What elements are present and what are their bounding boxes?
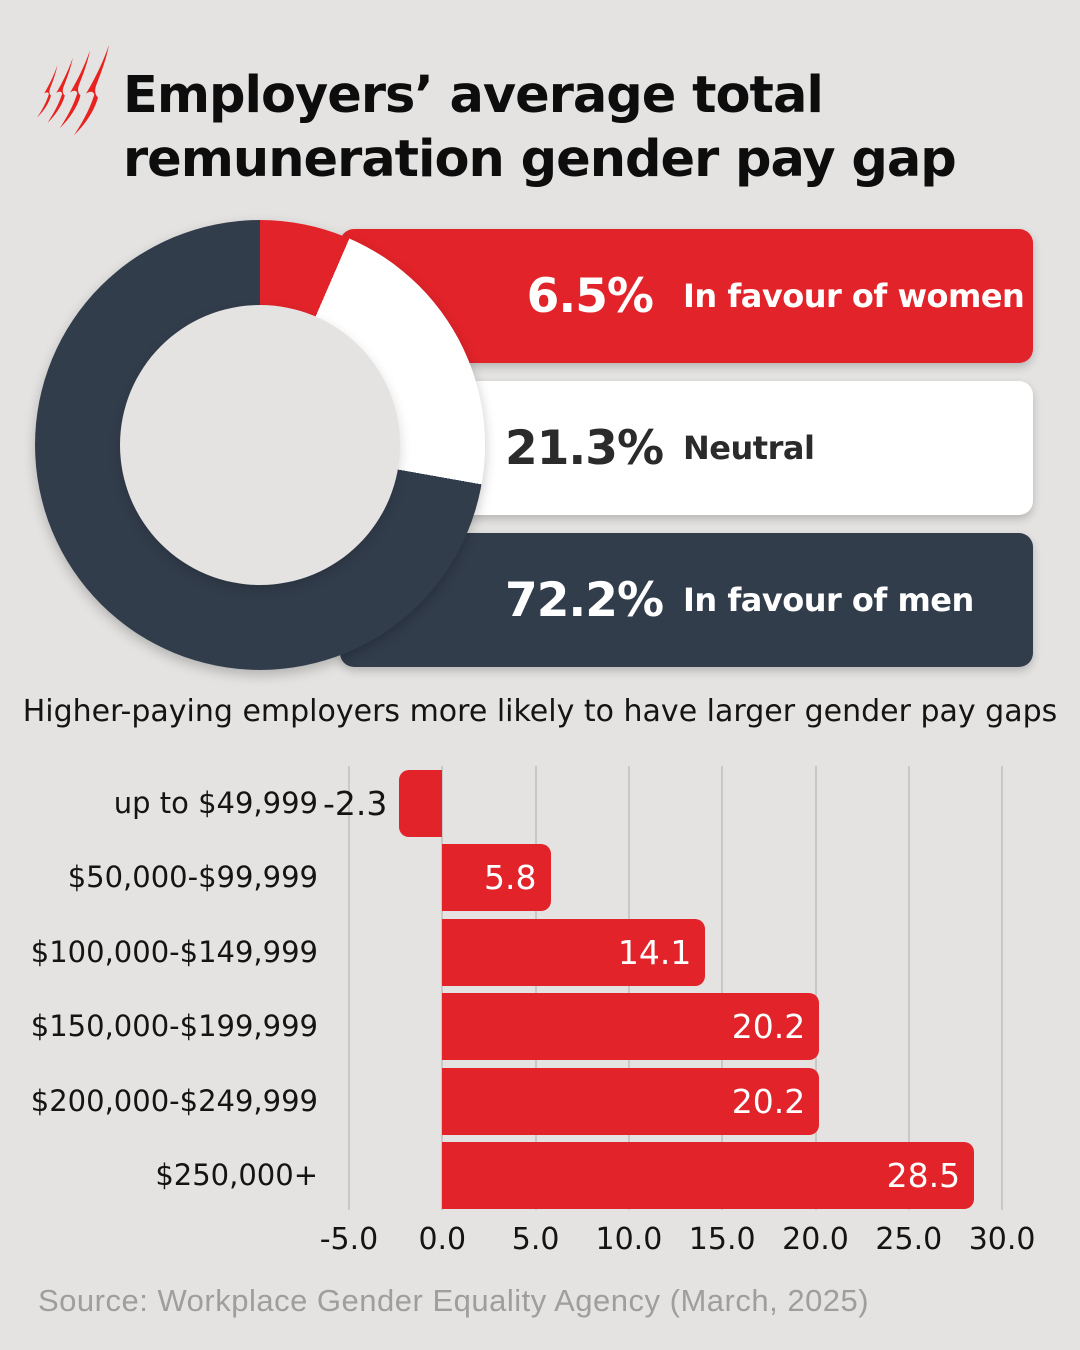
bar-chart-title: Higher-paying employers more likely to h… <box>22 694 1058 729</box>
sbs-logo-icon <box>37 44 110 136</box>
bar-row: up to $49,999 -2.3 <box>0 769 1080 837</box>
data-bar <box>399 769 443 837</box>
data-bar: 20.2 <box>442 993 820 1060</box>
page-title: Employers’ average total remuneration ge… <box>123 64 957 192</box>
page-title-line2: remuneration gender pay gap <box>123 130 957 190</box>
gridline-20.0 <box>814 766 817 1210</box>
x-tick-label: 10.0 <box>595 1222 663 1257</box>
gridline--5.0 <box>348 766 350 1210</box>
value-label: 20.2 <box>731 1007 806 1046</box>
legend-label-men: In favour of men <box>683 581 974 619</box>
x-tick-label: 25.0 <box>875 1222 943 1257</box>
gridline-30.0 <box>1001 766 1004 1210</box>
gridline-25.0 <box>907 766 910 1210</box>
category-label: $200,000-$249,999 <box>30 1083 318 1118</box>
data-bar: 20.2 <box>442 1067 820 1135</box>
legend-label-neutral: Neutral <box>683 429 815 467</box>
bar-chart: up to $49,999 -2.3 $50,000-$99,999 5.8 $100,… <box>0 766 1080 1210</box>
category-label: $150,000-$199,999 <box>30 1009 318 1043</box>
x-tick-label: 20.0 <box>782 1222 849 1257</box>
category-label: $50,000-$99,999 <box>67 860 318 894</box>
x-tick-label: -5.0 <box>319 1222 379 1257</box>
value-label: 5.8 <box>484 858 537 897</box>
x-tick-label: 5.0 <box>511 1222 560 1257</box>
bar-row: $150,000-$199,999 20.2 <box>0 993 1080 1060</box>
value-label: -2.3 <box>323 783 388 823</box>
category-label: up to $49,999 <box>113 785 318 820</box>
legend-value-men: 72.2% <box>505 572 664 628</box>
gridline-0.0 <box>441 766 444 1210</box>
value-label: 14.1 <box>617 932 692 972</box>
donut-hole <box>120 305 400 585</box>
value-label: 28.5 <box>886 1156 961 1195</box>
data-bar: 14.1 <box>442 918 706 986</box>
x-tick-label: 15.0 <box>688 1222 756 1257</box>
data-bar: 5.8 <box>442 844 551 911</box>
bar-row: $200,000-$249,999 20.2 <box>0 1067 1080 1135</box>
category-label: $250,000+ <box>155 1158 318 1192</box>
donut-chart <box>35 220 485 670</box>
bar-row: $100,000-$149,999 14.1 <box>0 918 1080 986</box>
page-title-line1: Employers’ average total <box>123 66 824 126</box>
legend-label-women: In favour of women <box>683 277 1025 315</box>
x-tick-label: 30.0 <box>968 1222 1036 1257</box>
x-tick-label: 0.0 <box>418 1222 467 1257</box>
legend-value-neutral: 21.3% <box>505 420 664 476</box>
legend-value-women: 6.5% <box>526 268 654 324</box>
category-label: $100,000-$149,999 <box>30 934 318 969</box>
gridline-10.0 <box>627 766 630 1210</box>
gridline-15.0 <box>721 766 724 1210</box>
value-label: 20.2 <box>731 1081 806 1121</box>
gridline-5.0 <box>534 766 537 1210</box>
source-caption: Source: Workplace Gender Equality Agency… <box>38 1283 870 1318</box>
bar-row: $250,000+ 28.5 <box>0 1142 1080 1209</box>
bar-row: $50,000-$99,999 5.8 <box>0 844 1080 911</box>
data-bar: 28.5 <box>442 1142 975 1209</box>
